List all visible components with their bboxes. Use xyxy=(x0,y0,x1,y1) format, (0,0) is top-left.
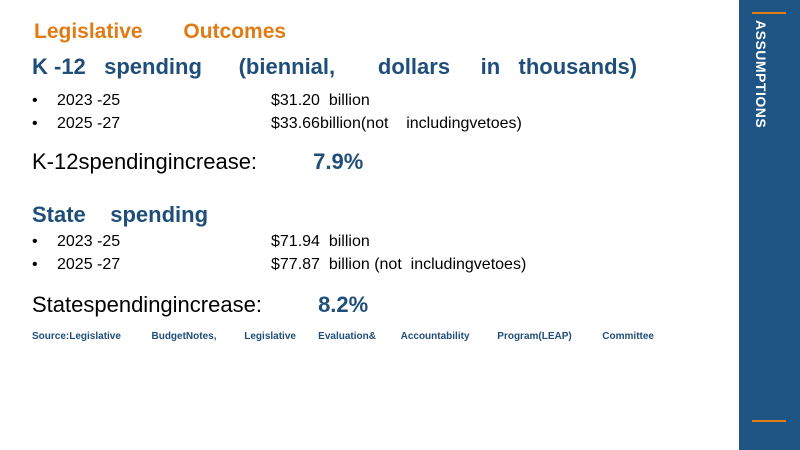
k12-increase-value: 7.9% xyxy=(313,149,364,174)
bullet-icon: • xyxy=(32,115,38,132)
state-heading: State spending xyxy=(32,202,209,227)
source-note: Source:Legislative BudgetNotes, Legislat… xyxy=(32,331,654,342)
period-label: 2023 -25 xyxy=(57,92,121,109)
kicker-title: Legislative Outcomes xyxy=(34,20,287,43)
state-increase-summary: Statespendingincrease: 8.2% xyxy=(32,292,368,318)
period-label: 2025 -27 xyxy=(57,256,121,273)
bullet-icon: • xyxy=(32,233,38,250)
amount-value: $33.66billion(not includingvetoes) xyxy=(271,115,522,132)
bullet-icon: • xyxy=(32,92,38,109)
k12-heading: K -12 spending (biennial, dollars in tho… xyxy=(32,54,638,79)
bullet-icon: • xyxy=(32,256,38,273)
amount-value: $77.87 billion (not includingvetoes) xyxy=(271,256,527,273)
top-accent-rule xyxy=(752,12,786,14)
sidebar-panel: ASSUMPTIONS xyxy=(739,0,800,450)
section-label: ASSUMPTIONS xyxy=(753,20,769,129)
bottom-accent-rule xyxy=(752,420,786,422)
amount-value: $31.20 billion xyxy=(271,92,370,109)
period-label: 2023 -25 xyxy=(57,233,121,250)
k12-increase-label: K-12spendingincrease: xyxy=(32,149,258,174)
amount-value: $71.94 billion xyxy=(271,233,370,250)
state-increase-label: Statespendingincrease: xyxy=(32,292,262,317)
period-label: 2025 -27 xyxy=(57,115,121,132)
state-increase-value: 8.2% xyxy=(318,292,369,317)
k12-increase-summary: K-12spendingincrease: 7.9% xyxy=(32,149,363,175)
